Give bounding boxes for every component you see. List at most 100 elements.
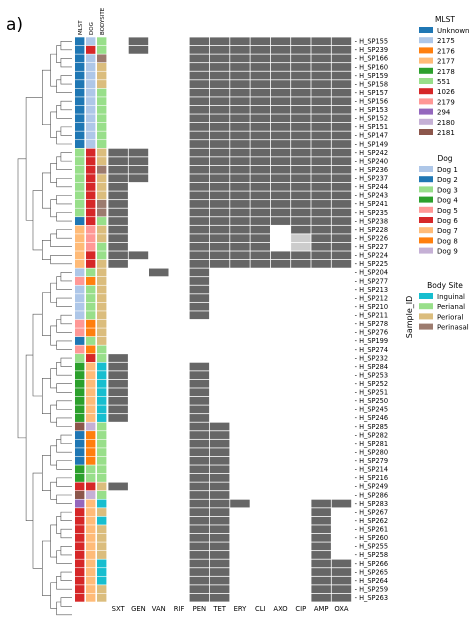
y-axis-label: Sample_ID	[405, 296, 414, 339]
annotation-cell	[86, 217, 96, 226]
dendrogram-link	[32, 190, 43, 251]
sample-label: - H_SP241	[355, 200, 388, 208]
annotation-cell	[86, 37, 96, 46]
heatmap-cell	[209, 585, 230, 594]
sample-label: - H_SP155	[355, 38, 388, 46]
dendrogram-link	[56, 319, 72, 333]
heatmap-cell	[270, 191, 291, 200]
heatmap-cell	[230, 123, 250, 131]
heatmap-cell	[189, 182, 210, 191]
heatmap-cell	[311, 191, 331, 200]
heatmap-cell	[108, 259, 128, 268]
column-label: AMP	[314, 605, 329, 613]
heatmap-cell	[291, 37, 311, 46]
legend-swatch	[419, 217, 433, 223]
column-label: OXA	[334, 605, 349, 613]
annotation-cell	[86, 285, 96, 294]
heatmap-cell	[189, 225, 210, 234]
legend-swatch	[419, 27, 433, 33]
dendrogram-link	[56, 460, 72, 470]
heatmap-cell	[189, 405, 210, 414]
heatmap-cell	[291, 242, 311, 251]
sample-label: - H_SP224	[355, 252, 388, 260]
heatmap-cell	[331, 97, 352, 106]
heatmap-cell	[291, 131, 311, 140]
legend-label: Dog 5	[437, 207, 458, 215]
dendrogram-link	[50, 53, 57, 87]
dendrogram-link	[50, 404, 57, 423]
sample-label: - H_SP153	[355, 106, 388, 114]
annotation-cell	[86, 97, 96, 106]
heatmap-cell	[108, 414, 128, 422]
heatmap-cell	[189, 431, 210, 439]
sample-label: - H_SP216	[355, 474, 388, 482]
sample-label: - H_SP156	[355, 98, 388, 106]
heatmap-cell	[189, 54, 210, 63]
heatmap-cell	[209, 45, 230, 54]
legend-title: Dog	[437, 154, 452, 163]
heatmap-cell	[331, 105, 352, 114]
sample-label: - H_SP166	[355, 55, 388, 63]
heatmap-cell	[270, 97, 291, 106]
heatmap-cell	[189, 63, 210, 71]
annotation-cell	[75, 473, 85, 482]
heatmap-cell	[291, 97, 311, 106]
heatmap-cell	[270, 63, 291, 71]
heatmap-cells	[108, 37, 352, 602]
annotation-cell	[86, 405, 96, 414]
heatmap-cell	[270, 71, 291, 80]
heatmap-cell	[108, 405, 128, 414]
annotation-cell	[75, 491, 85, 499]
sample-label: - H_SP239	[355, 46, 388, 54]
heatmap-cell	[250, 131, 270, 140]
annotation-cell	[75, 354, 85, 363]
sample-label: - H_SP280	[355, 448, 388, 456]
dendrogram-link	[60, 546, 72, 556]
dendrogram-link	[60, 126, 72, 136]
annotation-cell	[86, 122, 96, 131]
legend-label: Dog 1	[437, 166, 458, 174]
heatmap-cell	[189, 516, 210, 525]
annotation-cell	[86, 345, 96, 354]
heatmap-cell	[331, 593, 352, 602]
sample-label: - H_SP252	[355, 380, 388, 388]
annotation-cell	[97, 302, 107, 311]
heatmap-cell	[250, 88, 270, 97]
sample-label: - H_SP236	[355, 166, 388, 174]
column-labels: SXT GEN VAN RIF PEN TET ERY CLI AXO CIP AMP OXA	[112, 605, 349, 613]
annotation-cell	[97, 456, 107, 465]
dendrogram-link	[56, 439, 72, 453]
annotation-cell	[75, 259, 85, 268]
heatmap-cell	[209, 200, 230, 208]
annotation-cell	[86, 276, 96, 285]
legend-swatch	[419, 57, 433, 64]
heatmap-cell	[209, 516, 230, 525]
heatmap-cell	[311, 131, 331, 140]
legend-swatch	[419, 293, 433, 299]
dendrogram-link	[50, 254, 72, 265]
heatmap-cell	[209, 242, 230, 251]
heatmap-cell	[230, 63, 250, 71]
heatmap-cell	[209, 140, 230, 148]
heatmap-cell	[250, 217, 270, 225]
annotation-cell	[86, 182, 96, 191]
heatmap-cell	[311, 114, 331, 123]
sample-label: - H_SP152	[355, 115, 388, 123]
heatmap-cell	[230, 80, 250, 88]
annotation-cell	[86, 242, 96, 251]
sample-label: - H_SP265	[355, 568, 388, 576]
annotation-cell	[97, 559, 107, 568]
sample-label: - H_SP199	[355, 337, 388, 345]
heatmap-cell	[331, 225, 352, 234]
heatmap-cell	[209, 97, 230, 106]
sample-label: - H_SP251	[355, 389, 388, 397]
heatmap-cell	[270, 157, 291, 166]
annotation-cell	[97, 80, 107, 89]
heatmap-cell	[311, 217, 331, 225]
dendrogram-link	[56, 516, 61, 534]
heatmap-cell	[270, 165, 291, 174]
annotation-cell	[97, 234, 107, 243]
heatmap-cell	[108, 371, 128, 380]
annotation-cell	[75, 80, 85, 89]
heatmap-cell	[250, 114, 270, 123]
